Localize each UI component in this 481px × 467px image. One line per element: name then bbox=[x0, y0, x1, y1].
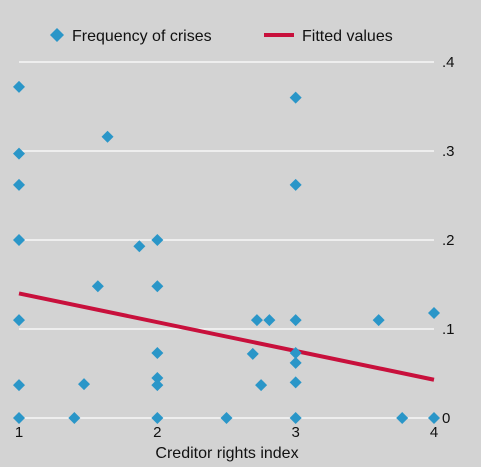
y-tick-label: 0 bbox=[442, 410, 450, 427]
data-point bbox=[289, 376, 302, 389]
data-point bbox=[13, 314, 25, 327]
legend-label-frequency: Frequency of crises bbox=[72, 28, 212, 45]
data-point bbox=[133, 240, 146, 253]
data-point bbox=[250, 314, 263, 327]
data-point bbox=[13, 178, 25, 191]
data-point bbox=[220, 412, 233, 424]
data-point bbox=[289, 347, 302, 360]
data-point bbox=[151, 347, 164, 360]
x-axis-title: Creditor rights index bbox=[155, 445, 298, 462]
data-point bbox=[151, 234, 164, 246]
x-tick-label: 2 bbox=[153, 424, 161, 441]
fitted-values-layer bbox=[18, 291, 435, 382]
data-point bbox=[13, 147, 25, 160]
data-point bbox=[13, 379, 25, 392]
legend-item-fitted: Fitted values bbox=[264, 28, 393, 45]
data-point bbox=[101, 130, 114, 143]
data-point bbox=[13, 80, 25, 93]
gridlines bbox=[19, 61, 434, 419]
data-point bbox=[151, 280, 164, 293]
data-point bbox=[91, 280, 104, 293]
y-tick-label: .4 bbox=[442, 54, 455, 71]
x-tick-label: 3 bbox=[291, 424, 299, 441]
data-point bbox=[68, 412, 81, 424]
data-point bbox=[263, 314, 276, 327]
data-point bbox=[13, 412, 25, 424]
data-point bbox=[289, 356, 302, 369]
data-point bbox=[372, 314, 385, 327]
data-point bbox=[289, 412, 302, 424]
legend-item-frequency: Frequency of crises bbox=[50, 28, 212, 45]
data-point bbox=[289, 178, 302, 191]
y-tick-label: .1 bbox=[442, 321, 455, 338]
data-point bbox=[255, 379, 268, 392]
x-tick-label: 4 bbox=[430, 424, 438, 441]
y-tick-label: .3 bbox=[442, 143, 455, 160]
data-points bbox=[13, 80, 440, 424]
data-point bbox=[428, 306, 440, 319]
data-point bbox=[151, 371, 164, 384]
y-tick-labels: 0 .1 .2 .3 .4 bbox=[442, 54, 455, 427]
data-point bbox=[289, 314, 302, 327]
data-point bbox=[246, 347, 259, 360]
data-point bbox=[13, 234, 25, 246]
data-point bbox=[428, 412, 440, 424]
data-point bbox=[78, 378, 91, 391]
fitted-values-line bbox=[18, 291, 435, 382]
data-point bbox=[396, 412, 409, 424]
legend-label-fitted: Fitted values bbox=[302, 28, 393, 45]
x-tick-labels: 1 2 3 4 bbox=[15, 424, 438, 441]
legend: Frequency of crises Fitted values bbox=[50, 28, 393, 45]
x-tick-label: 1 bbox=[15, 424, 23, 441]
diamond-marker-icon bbox=[50, 28, 64, 42]
data-point bbox=[151, 379, 164, 392]
y-tick-label: .2 bbox=[442, 232, 455, 249]
data-point bbox=[289, 91, 302, 104]
data-point bbox=[151, 412, 164, 424]
